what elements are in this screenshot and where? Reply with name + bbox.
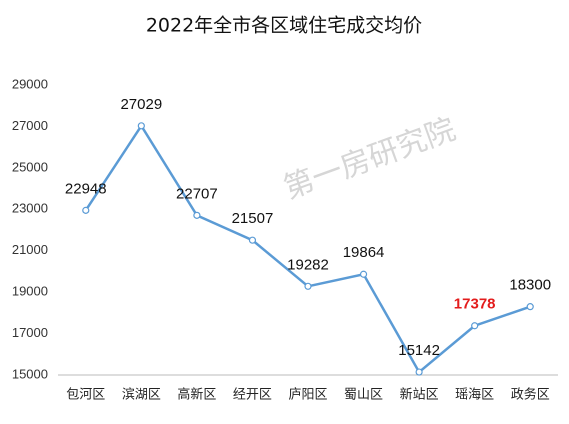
data-label: 15142 bbox=[398, 342, 440, 359]
x-tick-label: 瑶海区 bbox=[455, 388, 494, 403]
watermark: 第一房研究院 bbox=[279, 112, 460, 206]
y-tick-label: 21000 bbox=[12, 242, 48, 257]
y-tick-label: 19000 bbox=[12, 284, 48, 299]
x-tick-label: 滨湖区 bbox=[122, 387, 161, 403]
marker bbox=[304, 282, 312, 290]
chart-title: 2022年全市各区域住宅成交均价 bbox=[146, 15, 422, 37]
marker bbox=[137, 122, 145, 130]
marker bbox=[82, 206, 90, 214]
y-tick-label: 27000 bbox=[12, 118, 48, 133]
x-tick-label: 包河区 bbox=[66, 388, 105, 403]
data-label: 22707 bbox=[176, 185, 218, 202]
data-label: 18300 bbox=[509, 277, 551, 294]
x-tick-label: 经开区 bbox=[233, 388, 272, 403]
data-label: 19282 bbox=[287, 256, 329, 273]
y-tick-label: 17000 bbox=[12, 325, 48, 340]
marker bbox=[359, 270, 368, 278]
x-tick-label: 庐阳区 bbox=[288, 388, 327, 403]
marker bbox=[193, 211, 201, 219]
data-label: 19864 bbox=[343, 244, 385, 261]
marker bbox=[526, 303, 534, 311]
marker bbox=[471, 322, 479, 330]
data-label: 27029 bbox=[120, 96, 162, 113]
x-tick-label: 政务区 bbox=[511, 387, 550, 403]
x-tick-label: 高新区 bbox=[177, 387, 216, 403]
x-tick-label: 新站区 bbox=[400, 387, 439, 403]
marker bbox=[248, 236, 257, 244]
y-tick-label: 23000 bbox=[12, 201, 48, 216]
y-tick-label: 29000 bbox=[12, 76, 48, 91]
data-label: 17378 bbox=[454, 296, 496, 313]
y-tick-label: 15000 bbox=[12, 366, 48, 381]
x-tick-label: 蜀山区 bbox=[344, 388, 383, 403]
marker bbox=[415, 368, 423, 376]
data-label: 21507 bbox=[232, 210, 274, 227]
data-label: 22948 bbox=[65, 180, 107, 197]
y-tick-label: 25000 bbox=[12, 159, 48, 174]
